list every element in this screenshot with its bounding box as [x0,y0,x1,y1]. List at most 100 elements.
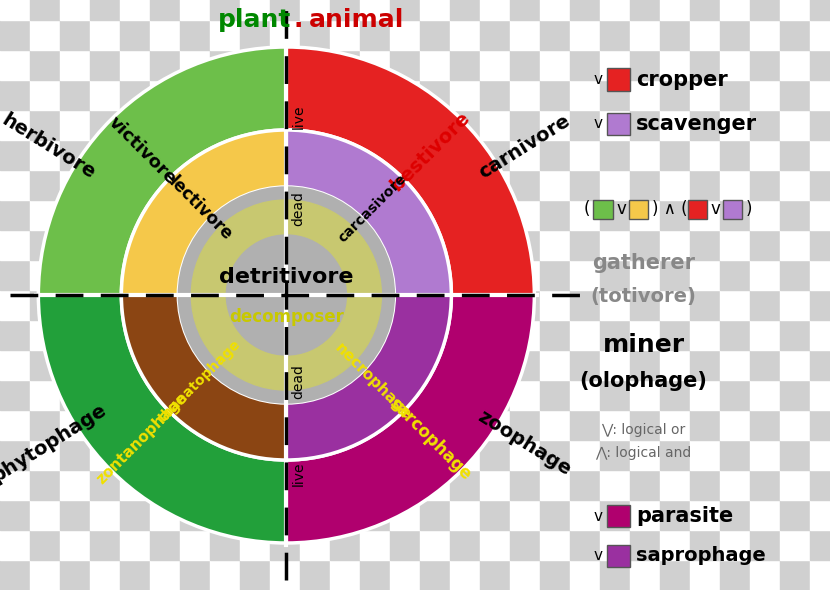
Bar [360,290,390,320]
Bar [330,470,360,500]
Bar [660,470,690,500]
Bar [810,530,830,560]
Bar [750,350,780,380]
Bar [210,530,240,560]
Bar [360,20,390,50]
Bar [660,410,690,440]
Bar [210,0,240,20]
Bar [810,260,830,290]
Bar [150,290,180,320]
Bar [720,20,750,50]
Bar [150,50,180,80]
Bar [540,470,570,500]
Bar [780,320,810,350]
Bar [60,380,90,410]
Bar [90,380,120,410]
Bar [270,500,300,530]
Bar [720,560,750,590]
Bar [630,0,660,20]
Bar [420,350,450,380]
Bar [390,320,420,350]
Bar [300,440,330,470]
Bar [720,290,750,320]
Bar [690,200,720,230]
Bar [0,200,30,230]
Bar [120,110,150,140]
Bar [720,320,750,350]
Bar [810,320,830,350]
Bar [540,440,570,470]
Bar [330,320,360,350]
Bar [270,140,300,170]
Bar [150,230,180,260]
Bar [390,290,420,320]
Bar [30,410,60,440]
Bar [480,80,510,110]
Bar [810,50,830,80]
Bar [90,110,120,140]
Bar [480,110,510,140]
Bar [360,320,390,350]
Bar [270,170,300,200]
Bar [270,470,300,500]
Bar [570,80,600,110]
Text: live: live [291,461,305,486]
Bar [450,170,480,200]
Bar [720,410,750,440]
Bar [390,470,420,500]
Bar [180,500,210,530]
Bar [630,500,660,530]
Bar [630,350,660,380]
Bar [780,80,810,110]
Bar [600,0,630,20]
Bar [780,560,810,590]
Bar [540,230,570,260]
Bar [720,440,750,470]
Bar [660,140,690,170]
Bar [90,470,120,500]
Bar [120,380,150,410]
Bar [420,530,450,560]
Bar [120,440,150,470]
Bar [330,80,360,110]
Bar [330,350,360,380]
Bar [750,140,780,170]
Bar [600,170,630,200]
Bar [570,20,600,50]
Bar [600,380,630,410]
Bar [0,380,30,410]
Bar [150,500,180,530]
Text: v: v [593,116,603,132]
Wedge shape [286,295,535,543]
Bar [30,530,60,560]
Bar [780,50,810,80]
Bar [570,110,600,140]
Bar [510,560,540,590]
Bar [690,290,720,320]
Bar [0,260,30,290]
Bar [690,530,720,560]
Bar [210,80,240,110]
Bar [780,170,810,200]
Bar [690,470,720,500]
Bar [780,260,810,290]
Bar [240,410,270,440]
Bar [270,380,300,410]
Bar [90,440,120,470]
Bar [60,170,90,200]
Bar [630,530,660,560]
Bar [780,380,810,410]
Circle shape [178,187,394,403]
Bar [360,200,390,230]
Bar [30,560,60,590]
Bar [780,530,810,560]
Bar [360,500,390,530]
Bar [120,200,150,230]
Bar [180,0,210,20]
Text: v: v [593,509,603,524]
Bar [330,110,360,140]
Bar [180,470,210,500]
Bar [810,140,830,170]
Bar [720,50,750,80]
Bar [390,500,420,530]
